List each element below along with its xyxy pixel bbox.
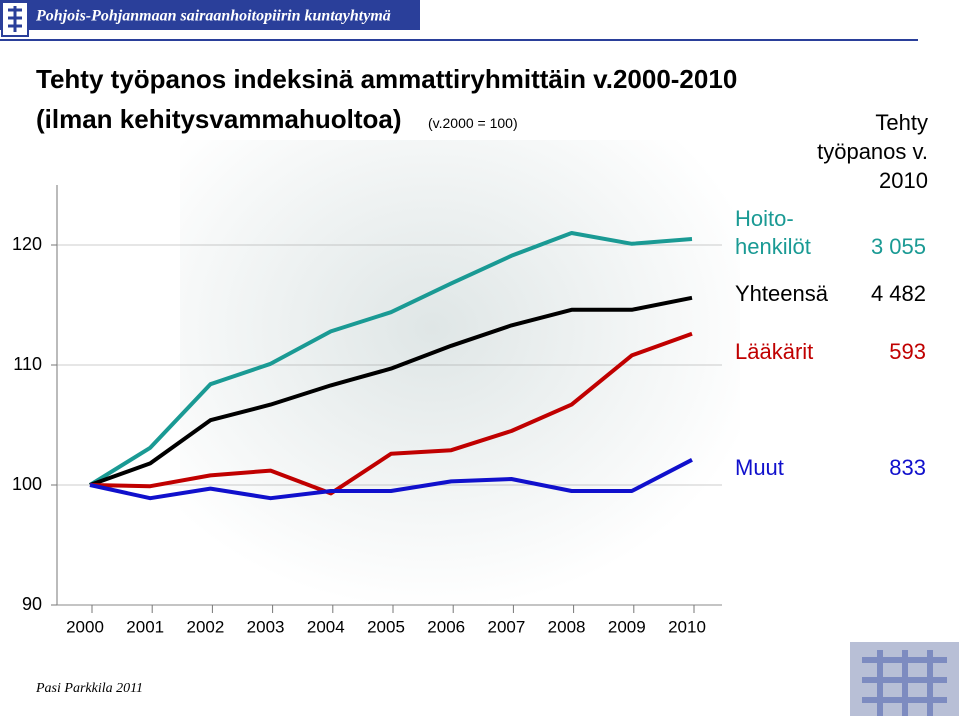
legend-label: Muut <box>735 455 784 480</box>
legend-header: Tehty työpanos v. 2010 <box>817 110 928 193</box>
corner-logo <box>850 642 959 716</box>
x-tick-label: 2004 <box>307 617 345 636</box>
header-band <box>0 0 420 30</box>
x-tick-label: 2005 <box>367 617 405 636</box>
legend-total: 4 482 <box>870 281 926 306</box>
background-photo <box>180 140 740 610</box>
chart-note: (v.2000 = 100) <box>428 115 518 131</box>
legend-total: 3 055 <box>870 234 926 259</box>
x-tick-label: 2001 <box>126 617 164 636</box>
y-tick-label: 110 <box>13 354 42 374</box>
legend-total: 593 <box>889 339 926 364</box>
series-line <box>89 458 693 501</box>
legend-total: 833 <box>889 455 926 480</box>
logo-cross <box>8 6 22 32</box>
x-tick-label: 2010 <box>668 617 706 636</box>
footer: Pasi Parkkila 2011 <box>35 681 143 696</box>
x-tick-label: 2007 <box>487 617 525 636</box>
header-text: Pohjois-Pohjanmaan sairaanhoitopiirin ku… <box>35 8 391 25</box>
legend-label: Lääkärit <box>735 339 814 364</box>
y-tick-label: 120 <box>12 234 42 254</box>
series-line <box>88 231 693 487</box>
x-tick-label: 2002 <box>186 617 224 636</box>
x-tick-label: 2003 <box>247 617 285 636</box>
y-tick-label: 90 <box>22 594 42 614</box>
legend-label: Yhteensä <box>735 281 828 306</box>
y-tick-label: 100 <box>12 474 42 494</box>
x-tick-label: 2008 <box>548 617 586 636</box>
x-tick-label: 2000 <box>66 617 104 636</box>
legend-label: Hoito-henkilöt <box>735 206 811 259</box>
x-tick-label: 2009 <box>608 617 646 636</box>
x-tick-label: 2006 <box>427 617 465 636</box>
series-line <box>89 295 693 487</box>
series-line <box>89 331 693 496</box>
chart-title: Tehty työpanos indeksinä ammattiryhmittä… <box>36 64 737 94</box>
chart-subtitle: (ilman kehitysvammahuoltoa) <box>36 104 402 134</box>
